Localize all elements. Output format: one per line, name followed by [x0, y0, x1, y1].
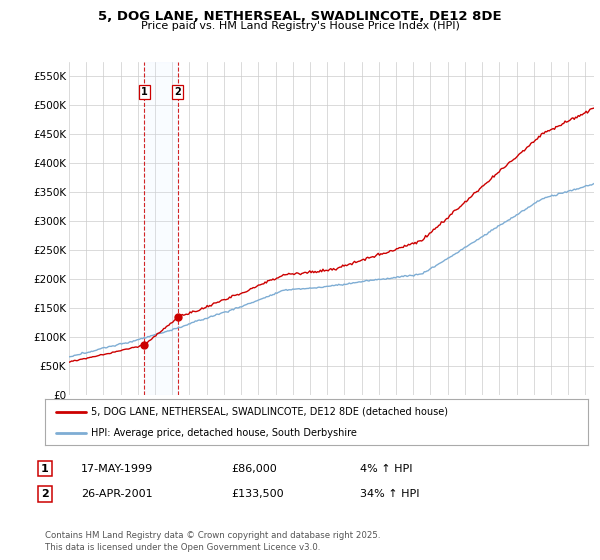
Text: £86,000: £86,000: [231, 464, 277, 474]
Text: 17-MAY-1999: 17-MAY-1999: [81, 464, 153, 474]
Text: 4% ↑ HPI: 4% ↑ HPI: [360, 464, 413, 474]
Text: £133,500: £133,500: [231, 489, 284, 499]
Bar: [144, 62, 178, 395]
Text: 26-APR-2001: 26-APR-2001: [81, 489, 152, 499]
Text: 5, DOG LANE, NETHERSEAL, SWADLINCOTE, DE12 8DE: 5, DOG LANE, NETHERSEAL, SWADLINCOTE, DE…: [98, 10, 502, 22]
Text: 5, DOG LANE, NETHERSEAL, SWADLINCOTE, DE12 8DE (detached house): 5, DOG LANE, NETHERSEAL, SWADLINCOTE, DE…: [91, 407, 448, 417]
Text: 1: 1: [41, 464, 49, 474]
Text: 2: 2: [175, 87, 181, 96]
Text: Contains HM Land Registry data © Crown copyright and database right 2025.
This d: Contains HM Land Registry data © Crown c…: [45, 531, 380, 552]
Text: 34% ↑ HPI: 34% ↑ HPI: [360, 489, 419, 499]
Text: 2: 2: [41, 489, 49, 499]
Text: HPI: Average price, detached house, South Derbyshire: HPI: Average price, detached house, Sout…: [91, 428, 357, 438]
Text: Price paid vs. HM Land Registry's House Price Index (HPI): Price paid vs. HM Land Registry's House …: [140, 21, 460, 31]
Text: 1: 1: [141, 87, 148, 96]
